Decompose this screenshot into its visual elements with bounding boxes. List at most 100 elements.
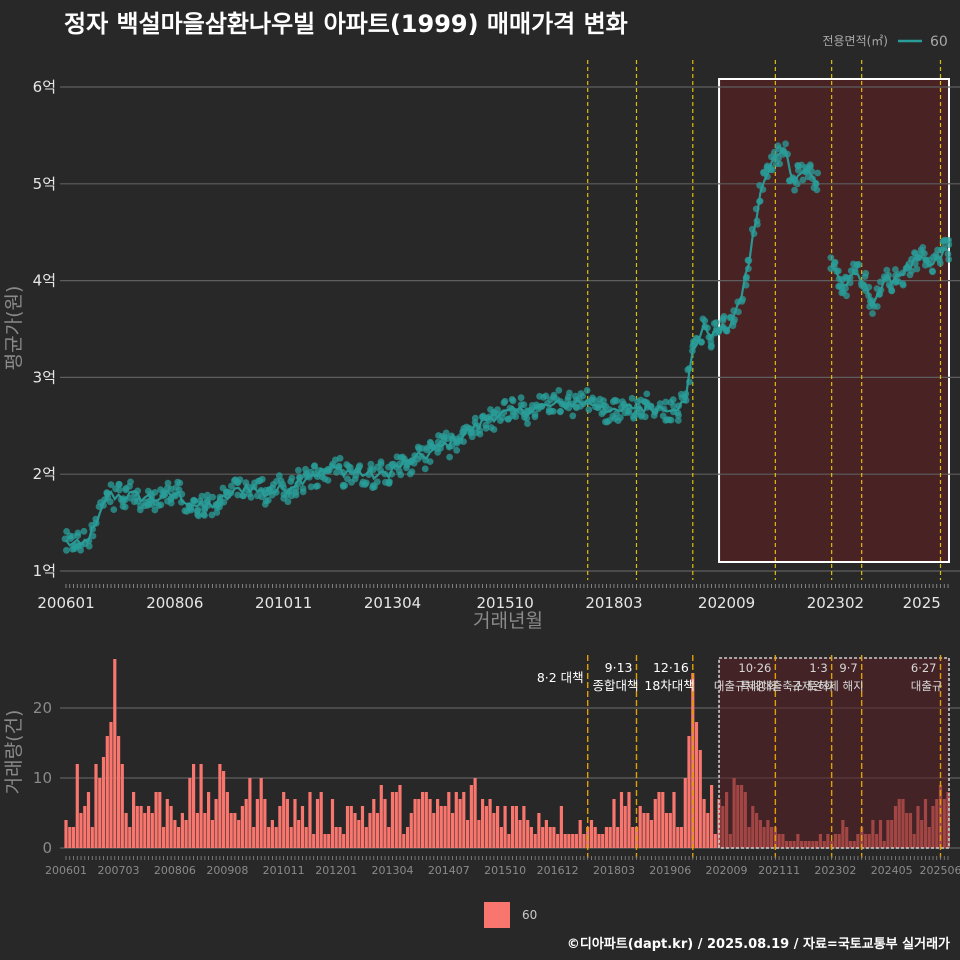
volume-bar [402, 834, 406, 848]
volume-bar [477, 820, 481, 848]
volume-bar [679, 827, 684, 848]
price-point [426, 458, 434, 465]
volume-x-tick-label: 201510 [484, 864, 526, 877]
volume-bar [278, 806, 282, 848]
price-point [121, 503, 129, 511]
price-point [701, 317, 709, 325]
price-point [707, 338, 715, 346]
volume-bar [315, 799, 320, 848]
price-legend-label: 60 [930, 34, 948, 50]
volume-bar [225, 792, 229, 848]
volume-bar [372, 799, 376, 848]
price-point [555, 387, 563, 394]
volume-bar [443, 806, 447, 848]
volume-bar [297, 820, 301, 848]
price-x-tick-label: 201803 [585, 594, 642, 612]
volume-bar [270, 820, 274, 848]
price-point [504, 415, 512, 423]
price-point [369, 484, 376, 491]
price-point [363, 479, 370, 487]
volume-bar [522, 806, 526, 848]
volume-bar [229, 813, 233, 848]
price-highlight-box [718, 78, 950, 563]
price-point [174, 478, 182, 486]
volume-legend-label: 60 [522, 908, 538, 922]
volume-bar [387, 827, 391, 848]
price-point [453, 446, 461, 454]
volume-bar [623, 806, 627, 848]
volume-bar [710, 785, 714, 848]
price-point [531, 411, 539, 418]
volume-bar [180, 813, 184, 848]
volume-bar [338, 827, 342, 848]
price-point [346, 464, 354, 471]
volume-bar [642, 813, 646, 848]
volume-bar [406, 827, 410, 848]
volume-bar [649, 820, 654, 848]
volume-bar [158, 792, 162, 848]
volume-x-tick-label: 202111 [758, 864, 800, 877]
volume-bar [165, 799, 169, 848]
price-point [899, 281, 907, 289]
price-point [498, 414, 506, 422]
volume-bar [379, 785, 383, 848]
price-point [269, 484, 276, 492]
volume-bar [323, 834, 327, 848]
price-point [913, 265, 921, 273]
price-point [616, 414, 624, 421]
volume-bar [248, 778, 252, 848]
volume-bar [132, 792, 136, 848]
policy-label-name: 대출규 [911, 679, 943, 693]
volume-bar [195, 813, 199, 848]
price-point [126, 482, 133, 490]
volume-bar [511, 806, 515, 848]
price-point [814, 169, 822, 177]
price-x-tick-label: 201510 [476, 594, 533, 612]
price-point [719, 317, 727, 324]
volume-bar [240, 806, 244, 848]
volume-bar [327, 834, 331, 848]
volume-bar [653, 799, 657, 848]
volume-bar [210, 820, 214, 848]
price-point [292, 489, 300, 496]
price-y-tick-label: 2억 [33, 465, 56, 483]
volume-bar [601, 834, 605, 848]
policy-label-date: 6·27 [911, 661, 937, 675]
volume-legend: 60 [484, 902, 537, 928]
volume-bar [293, 799, 297, 848]
volume-legend-swatch [484, 902, 510, 928]
volume-y-tick-label: 20 [33, 699, 52, 717]
volume-bar [113, 659, 117, 848]
price-point [201, 512, 208, 519]
volume-bar [657, 792, 661, 848]
policy-label-name: 특례대출축소 토허제 해지 [740, 679, 864, 693]
chart-title: 정자 백설마을삼환나우빌 아파트(1999) 매매가격 변화 [64, 10, 628, 38]
volume-bar [646, 813, 650, 848]
price-point [873, 303, 881, 310]
volume-bar [582, 834, 586, 848]
volume-bar [285, 799, 289, 848]
price-point [662, 398, 670, 406]
price-point [936, 259, 944, 267]
volume-bar [447, 792, 451, 848]
price-point [307, 483, 315, 491]
price-point [157, 501, 165, 509]
volume-bar [593, 827, 597, 848]
volume-bar [661, 792, 665, 848]
price-point [264, 496, 272, 504]
volume-bar [188, 778, 192, 848]
price-point [339, 483, 347, 490]
volume-bar [619, 792, 624, 848]
price-point [776, 160, 784, 168]
price-point [77, 546, 84, 554]
volume-bar [390, 792, 395, 848]
volume-bar [398, 785, 402, 848]
price-point [116, 486, 123, 494]
volume-bar [409, 813, 413, 848]
volume-bar [255, 799, 259, 848]
policy-label-date: 1·3 [809, 661, 827, 675]
volume-bar [469, 785, 473, 848]
volume-bar [308, 792, 312, 848]
price-point [517, 394, 525, 402]
